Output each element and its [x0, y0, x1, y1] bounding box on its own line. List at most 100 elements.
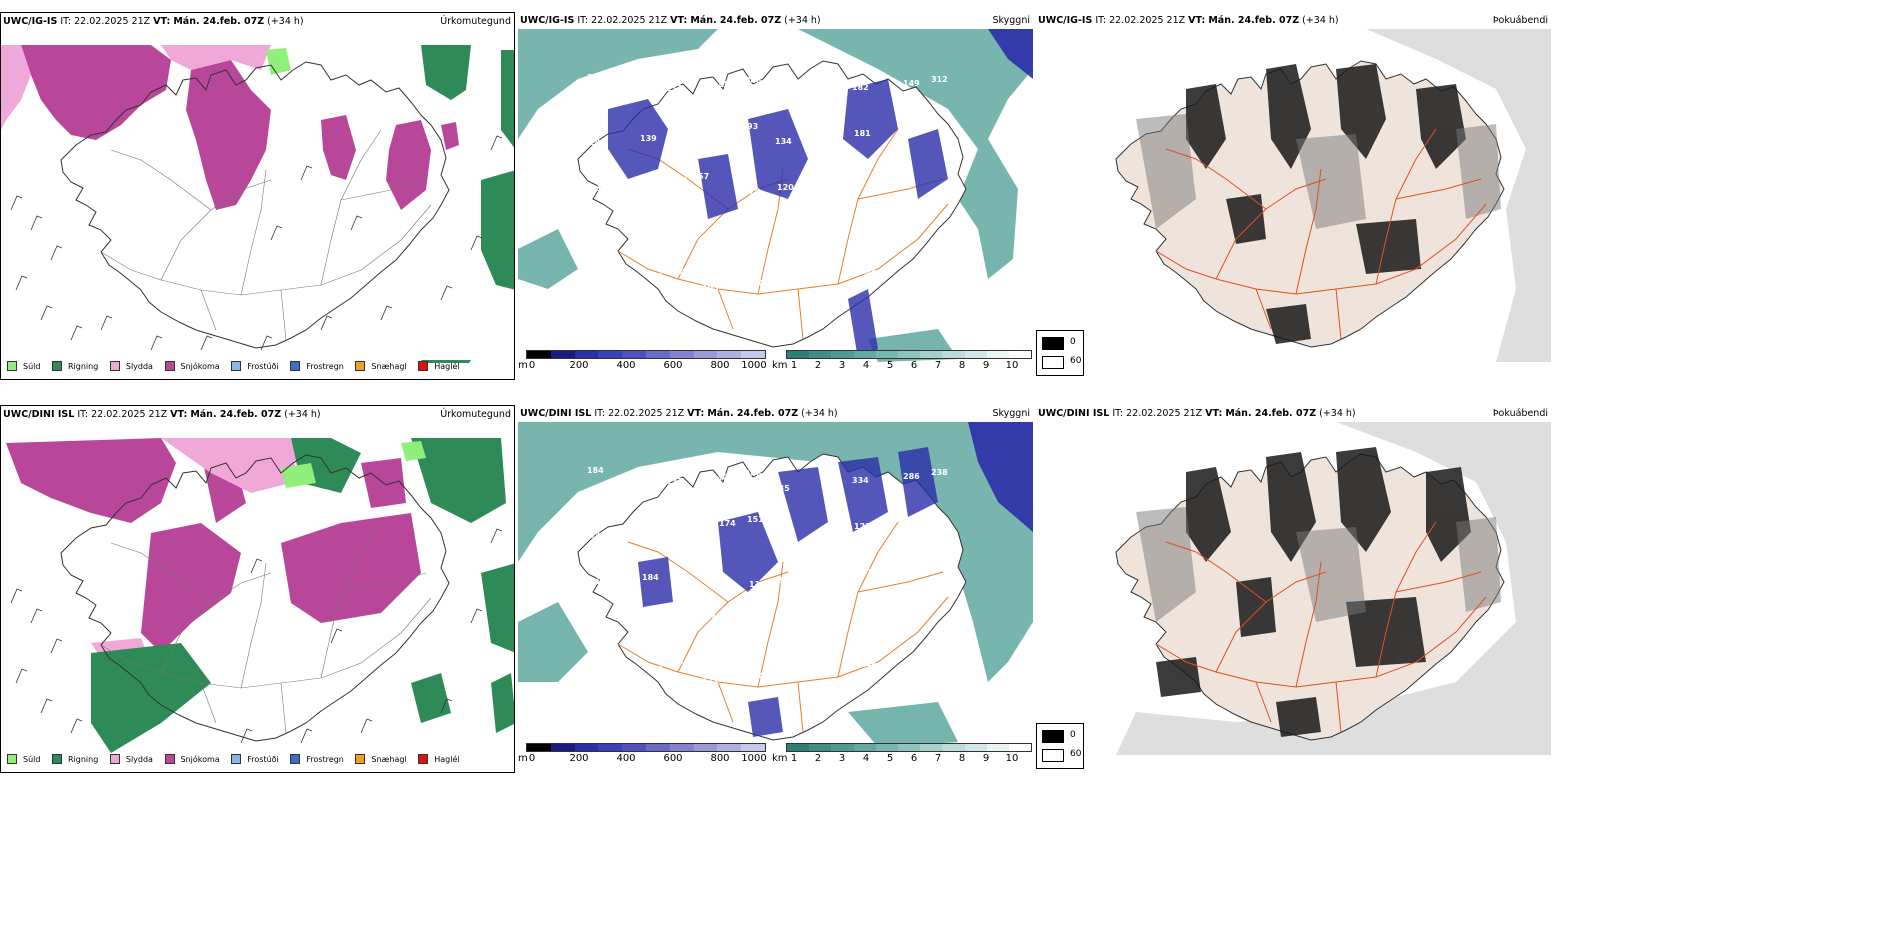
visibility-tick: 10	[1005, 360, 1019, 371]
visibility-value-label: 35	[888, 675, 900, 684]
legend-item: Súld	[7, 754, 40, 764]
wind-barbs	[10, 135, 503, 351]
visibility-labels: 184 136 127 309 148 135 74 334 286 238 93 70 149 174 1…	[587, 466, 954, 685]
visibility-value-label: 135	[773, 484, 790, 493]
visibility-map: 184 136 127 309 148 135 74 334 286 238 93 70 149 174 1…	[518, 422, 1033, 755]
visibility-value-label: 110	[749, 580, 766, 589]
visibility-value-label: 78	[749, 187, 761, 196]
visibility-value-label: 50	[937, 232, 949, 241]
panel-label: Þokuábendi	[1492, 408, 1548, 419]
visibility-value-label: 71	[781, 275, 793, 284]
panel-label: Úrkomutegund	[440, 16, 511, 27]
visibility-tick: 4	[862, 753, 870, 764]
precip-type-panel-bottom: UWC/DINI ISL IT: 22.02.2025 21Z VT: Mán.…	[0, 405, 515, 773]
visibility-value-label: 148	[745, 469, 762, 478]
visibility-value-label: 77	[856, 175, 867, 184]
low-visibility-deep	[968, 422, 1033, 532]
terrain-unit: m	[518, 360, 528, 371]
fog-panel-top: UWC/IG-IS IT: 22.02.2025 21Z VT: Mán. 24…	[1036, 12, 1551, 380]
visibility-colorbar-strip	[786, 350, 1032, 359]
visibility-value-label: 30	[593, 230, 605, 239]
visibility-value-label: 117	[809, 664, 826, 673]
legend-item: Slydda	[109, 754, 153, 764]
visibility-tick: 6	[910, 360, 918, 371]
visibility-tick: 2	[814, 753, 822, 764]
visibility-value-label: 113	[595, 669, 612, 678]
visibility-value-label: 280	[589, 138, 606, 147]
visibility-value-label: 139	[640, 134, 657, 143]
visibility-value-label: 109	[905, 518, 922, 527]
legend-swatch	[52, 361, 62, 371]
precip-map	[1, 423, 514, 756]
legend-item: Slydda	[109, 361, 153, 371]
panel-label: Þokuábendi	[1492, 15, 1548, 26]
visibility-value-label: 271	[828, 572, 845, 581]
fog-key: 0 60	[1036, 723, 1084, 769]
visibility-value-label: 99	[751, 233, 763, 242]
visibility-value-label: 154	[668, 130, 685, 139]
drizzle-areas	[281, 441, 426, 488]
legend-swatch	[7, 361, 17, 371]
visibility-value-label: 103	[884, 171, 901, 180]
visibility-tick: 2	[814, 360, 822, 371]
fog-dark-areas	[1156, 447, 1471, 737]
visibility-value-label: 207	[935, 186, 952, 195]
terrain-tick: 200	[569, 753, 589, 764]
visibility-value-label: 174	[719, 519, 736, 528]
wind-barbs	[10, 528, 503, 744]
precip-type-panel-top: UWC/IG-IS IT: 22.02.2025 21Z VT: Mán. 24…	[0, 12, 515, 380]
legend-item: Snjókoma	[164, 361, 220, 371]
legend-swatch	[231, 361, 242, 371]
visibility-value-label: 136	[638, 481, 655, 490]
fog-map	[1036, 29, 1551, 362]
fog-key-swatch	[1042, 356, 1064, 369]
panel-title: UWC/DINI ISL IT: 22.02.2025 21Z VT: Mán.…	[1038, 408, 1356, 419]
legend-item: Snjókoma	[164, 754, 220, 764]
visibility-panel-top: UWC/IG-IS IT: 22.02.2025 21Z VT: Mán. 24…	[518, 12, 1033, 380]
visibility-value-label: 149	[903, 79, 920, 88]
precip-legend: Súld Rigning Slydda Snjókoma Frostúði Fr…	[7, 754, 469, 766]
fog-key-swatch	[1042, 749, 1064, 762]
visibility-value-label: 146	[860, 660, 877, 669]
panel-title: UWC/IG-IS IT: 22.02.2025 21Z VT: Mán. 24…	[3, 16, 304, 27]
precip-legend: Súld Rigning Slydda Snjókoma Frostúði Fr…	[7, 361, 469, 373]
snow-areas	[21, 45, 459, 210]
visibility-value-label: 57	[886, 217, 897, 226]
visibility-colorbar: km 1 2 3 4 5 6 7 8 9 10	[772, 350, 1032, 374]
visibility-value-label: 117	[591, 184, 608, 193]
visibility-value-label: 166	[672, 222, 689, 231]
visibility-tick: 6	[910, 753, 918, 764]
legend-swatch	[355, 754, 366, 764]
legend-item: Haglél	[418, 361, 460, 371]
terrain-low-vis	[608, 79, 948, 359]
terrain-unit: m	[518, 753, 528, 764]
legend-item: Rigning	[52, 754, 98, 764]
visibility-unit: km	[772, 753, 788, 764]
visibility-value-label: 248	[745, 76, 762, 85]
fog-map	[1036, 422, 1551, 755]
visibility-colorbar: km 1 2 3 4 5 6 7 8 9 10	[772, 743, 1032, 767]
visibility-tick: 3	[838, 753, 846, 764]
terrain-low-vis	[638, 447, 938, 737]
visibility-value-label: 15	[933, 514, 945, 523]
visibility-value-label: 123	[854, 522, 871, 531]
legend-swatch	[290, 754, 301, 764]
terrain-tick: 400	[616, 360, 636, 371]
visibility-value-label: 151	[747, 515, 764, 524]
legend-swatch	[418, 754, 429, 764]
visibility-value-label: 286	[903, 472, 920, 481]
visibility-map: 254 230 113 212 248 345 167 182 149 312 280 139 154 2…	[518, 29, 1033, 362]
terrain-tick: 600	[663, 753, 683, 764]
visibility-tick: 10	[1005, 753, 1019, 764]
panel-title: UWC/IG-IS IT: 22.02.2025 21Z VT: Mán. 24…	[1038, 15, 1339, 26]
visibility-value-label: 269	[937, 625, 954, 634]
legend-swatch	[355, 361, 366, 371]
visibility-value-label: 74	[824, 480, 836, 489]
low-visibility-sea	[518, 29, 1033, 362]
visibility-labels: 254 230 113 212 248 345 167 182 149 312 280 139 154 2…	[587, 73, 956, 292]
terrain-tick: 600	[663, 360, 683, 371]
visibility-value-label: 167	[824, 87, 841, 96]
visibility-value-label: 33	[888, 282, 899, 291]
visibility-value-label: 109	[674, 268, 691, 277]
terrain-tick: 1000	[741, 753, 767, 764]
